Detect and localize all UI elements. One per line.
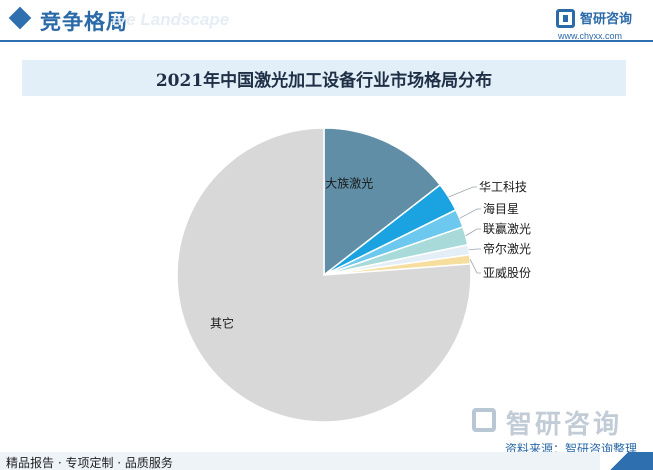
- pie-label-2: 海目星: [483, 201, 519, 216]
- brand-url: www.chyxx.com: [558, 31, 623, 41]
- chart-title: 2021年中国激光加工设备行业市场格局分布: [155, 70, 493, 91]
- pie-label-4: 帝尔激光: [483, 241, 531, 256]
- pie-label-1: 华工科技: [479, 180, 527, 194]
- chart-title-bar: 2021年中国激光加工设备行业市场格局分布: [22, 60, 626, 96]
- brand-name: 智研咨询: [580, 12, 633, 27]
- header-divider: [0, 40, 653, 42]
- section-header: 竞争格局 ive Landscape: [0, 0, 653, 44]
- section-title: 竞争格局: [40, 10, 128, 34]
- section-subtitle: ive Landscape: [112, 10, 230, 29]
- footer-tagline: 精品报告 · 专项定制 · 品质服务: [6, 456, 173, 470]
- pie-label-3: 联赢激光: [483, 221, 531, 236]
- pie-label-5: 亚威股份: [483, 266, 531, 280]
- brand-logo-icon: [556, 9, 575, 28]
- leader-line-1: [448, 186, 477, 198]
- leader-line-4: [468, 248, 481, 251]
- watermark-logo-name: 智研咨询: [506, 410, 623, 440]
- footer-accent: [600, 452, 653, 470]
- watermark-logo-icon: [472, 408, 496, 432]
- pie-label-0: 大族激光: [325, 176, 373, 190]
- pie-slice-0: [323, 127, 442, 277]
- pie-label-6: 其它: [210, 315, 234, 330]
- leader-line-2: [459, 208, 481, 219]
- footer-bar: [0, 452, 653, 470]
- leader-line-3: [465, 228, 481, 237]
- leader-line-5: [469, 259, 481, 274]
- pie-slice-6: [176, 127, 472, 423]
